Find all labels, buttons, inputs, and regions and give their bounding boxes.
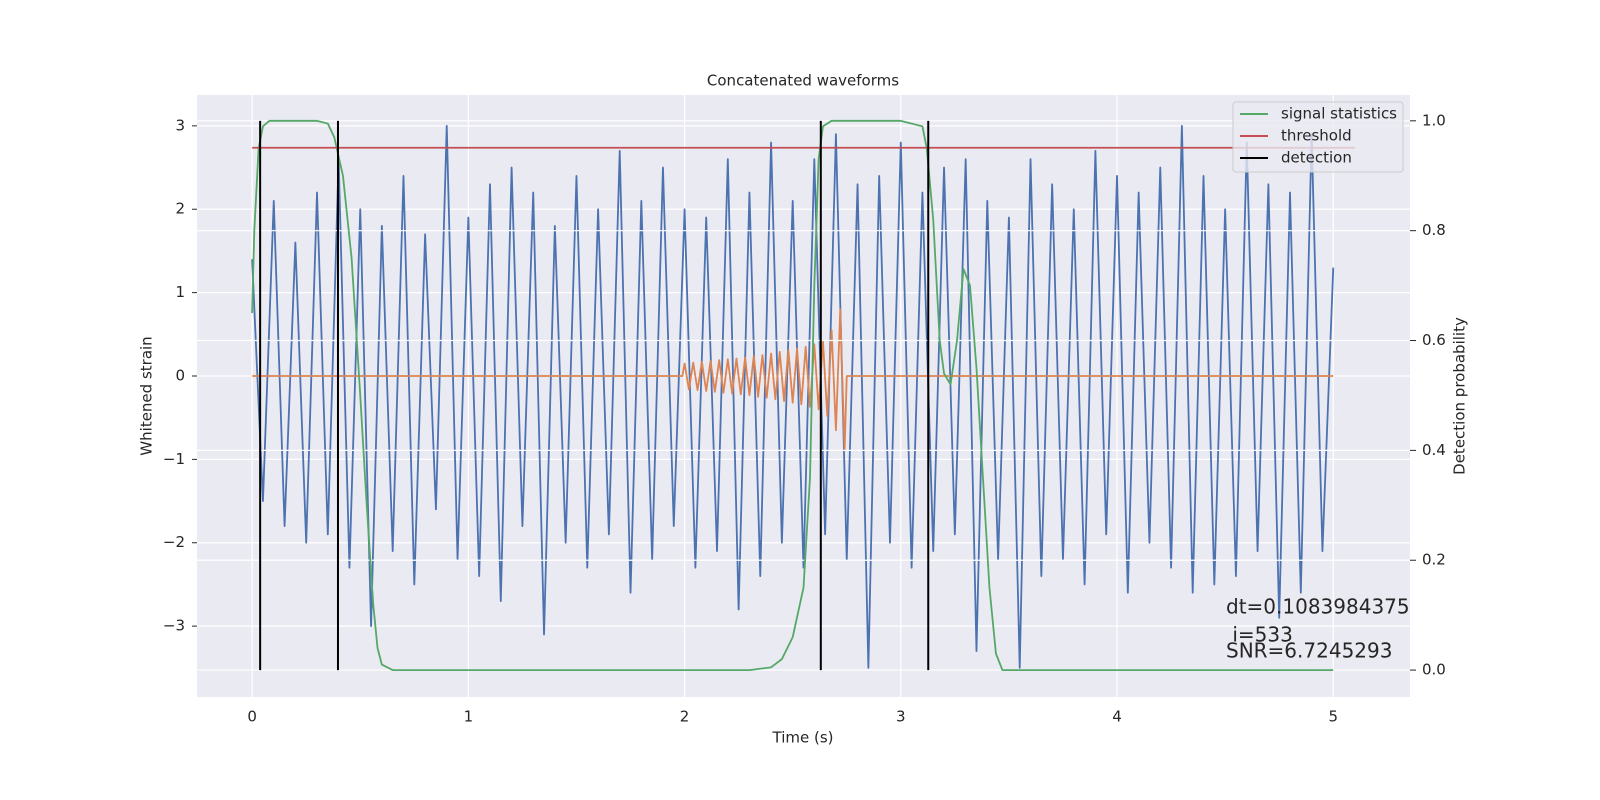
y2-tick-label: 0.6 bbox=[1422, 331, 1446, 349]
y-tick-label: 3 bbox=[175, 116, 185, 134]
x-tick-label: 4 bbox=[1112, 708, 1122, 726]
y2-axis-label: Detection probability bbox=[1451, 317, 1469, 475]
y-tick-label: −2 bbox=[163, 533, 185, 551]
x-tick-label: 1 bbox=[464, 708, 474, 726]
series-line bbox=[252, 308, 1334, 452]
x-tick-label: 2 bbox=[680, 708, 690, 726]
y-tick-label: −3 bbox=[163, 617, 185, 635]
x-axis-label: Time (s) bbox=[772, 729, 834, 747]
y-tick-label: −1 bbox=[163, 450, 185, 468]
annotation: SNR=6.7245293 bbox=[1226, 639, 1392, 663]
y2-tick-label: 0.8 bbox=[1422, 221, 1446, 239]
y-axis-label: Whitened strain bbox=[138, 336, 156, 455]
series-line bbox=[251, 119, 1334, 671]
series-line bbox=[251, 124, 1335, 669]
legend-box bbox=[1232, 101, 1404, 173]
annotation: i=533 bbox=[1226, 623, 1293, 647]
y-tick-label: 1 bbox=[175, 283, 185, 301]
x-tick-label: 3 bbox=[896, 708, 906, 726]
y-tick-label: 2 bbox=[175, 200, 185, 218]
y2-tick-label: 1.0 bbox=[1422, 111, 1446, 129]
legend-label: detection bbox=[1281, 149, 1352, 167]
chart-title: Concatenated waveforms bbox=[707, 72, 899, 90]
y2-tick-label: 0.2 bbox=[1422, 551, 1446, 569]
legend-label: signal statistics bbox=[1281, 105, 1397, 123]
x-tick-label: 5 bbox=[1328, 708, 1338, 726]
plot-area bbox=[197, 95, 1410, 697]
annotation: dt=0.1083984375 bbox=[1226, 595, 1410, 619]
legend-label: threshold bbox=[1281, 127, 1352, 145]
x-tick-label: 0 bbox=[247, 708, 257, 726]
y2-tick-label: 0.0 bbox=[1422, 661, 1446, 679]
y-tick-label: 0 bbox=[175, 366, 185, 384]
y2-tick-label: 0.4 bbox=[1422, 441, 1446, 459]
